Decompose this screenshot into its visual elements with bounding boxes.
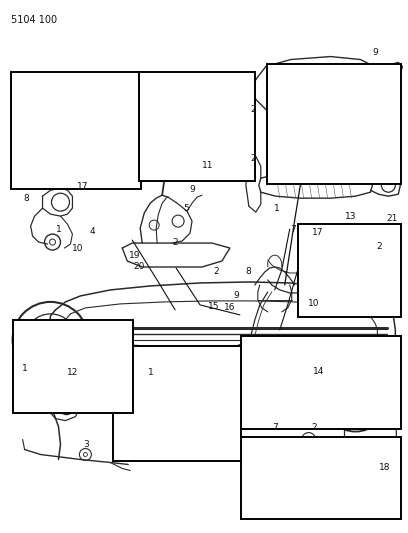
Text: 14: 14 [313,367,324,376]
Text: 7: 7 [290,225,296,234]
Text: 16: 16 [224,303,235,312]
Text: 19: 19 [129,251,140,260]
Text: 5104 100: 5104 100 [11,15,57,25]
Text: 3: 3 [84,440,89,449]
Text: 7: 7 [272,423,277,432]
Text: 4: 4 [89,228,95,237]
Text: 1: 1 [148,368,154,377]
Text: 20: 20 [133,262,144,271]
Text: 8: 8 [245,268,251,276]
Bar [267,64,401,184]
Bar [297,224,401,317]
Bar [13,320,133,413]
Text: 5: 5 [183,204,188,213]
Text: 13: 13 [345,212,356,221]
Text: 9: 9 [234,291,239,300]
Text: 1: 1 [22,364,27,373]
Text: 1: 1 [274,204,280,213]
Text: 2: 2 [250,105,256,114]
Text: 2: 2 [312,423,317,432]
Text: 1: 1 [56,225,62,234]
Text: 2: 2 [377,241,382,251]
Bar [11,72,141,189]
Text: 2: 2 [173,238,178,247]
Text: 11: 11 [202,161,214,170]
Bar [113,346,241,461]
Text: 15: 15 [208,302,220,311]
Text: 9: 9 [373,48,378,57]
Text: 2: 2 [250,154,256,163]
Text: 2: 2 [213,268,219,276]
Text: 17: 17 [312,228,324,237]
Bar [241,336,401,429]
Text: 12: 12 [67,368,78,377]
Text: 10: 10 [308,300,319,309]
Text: 18: 18 [379,463,390,472]
Text: 17: 17 [77,182,88,191]
Text: 8: 8 [24,193,29,203]
Bar [139,72,255,181]
Text: 21: 21 [387,214,398,223]
Text: 9: 9 [189,185,195,193]
Bar [241,437,401,519]
Text: 10: 10 [72,244,83,253]
Circle shape [164,154,180,169]
